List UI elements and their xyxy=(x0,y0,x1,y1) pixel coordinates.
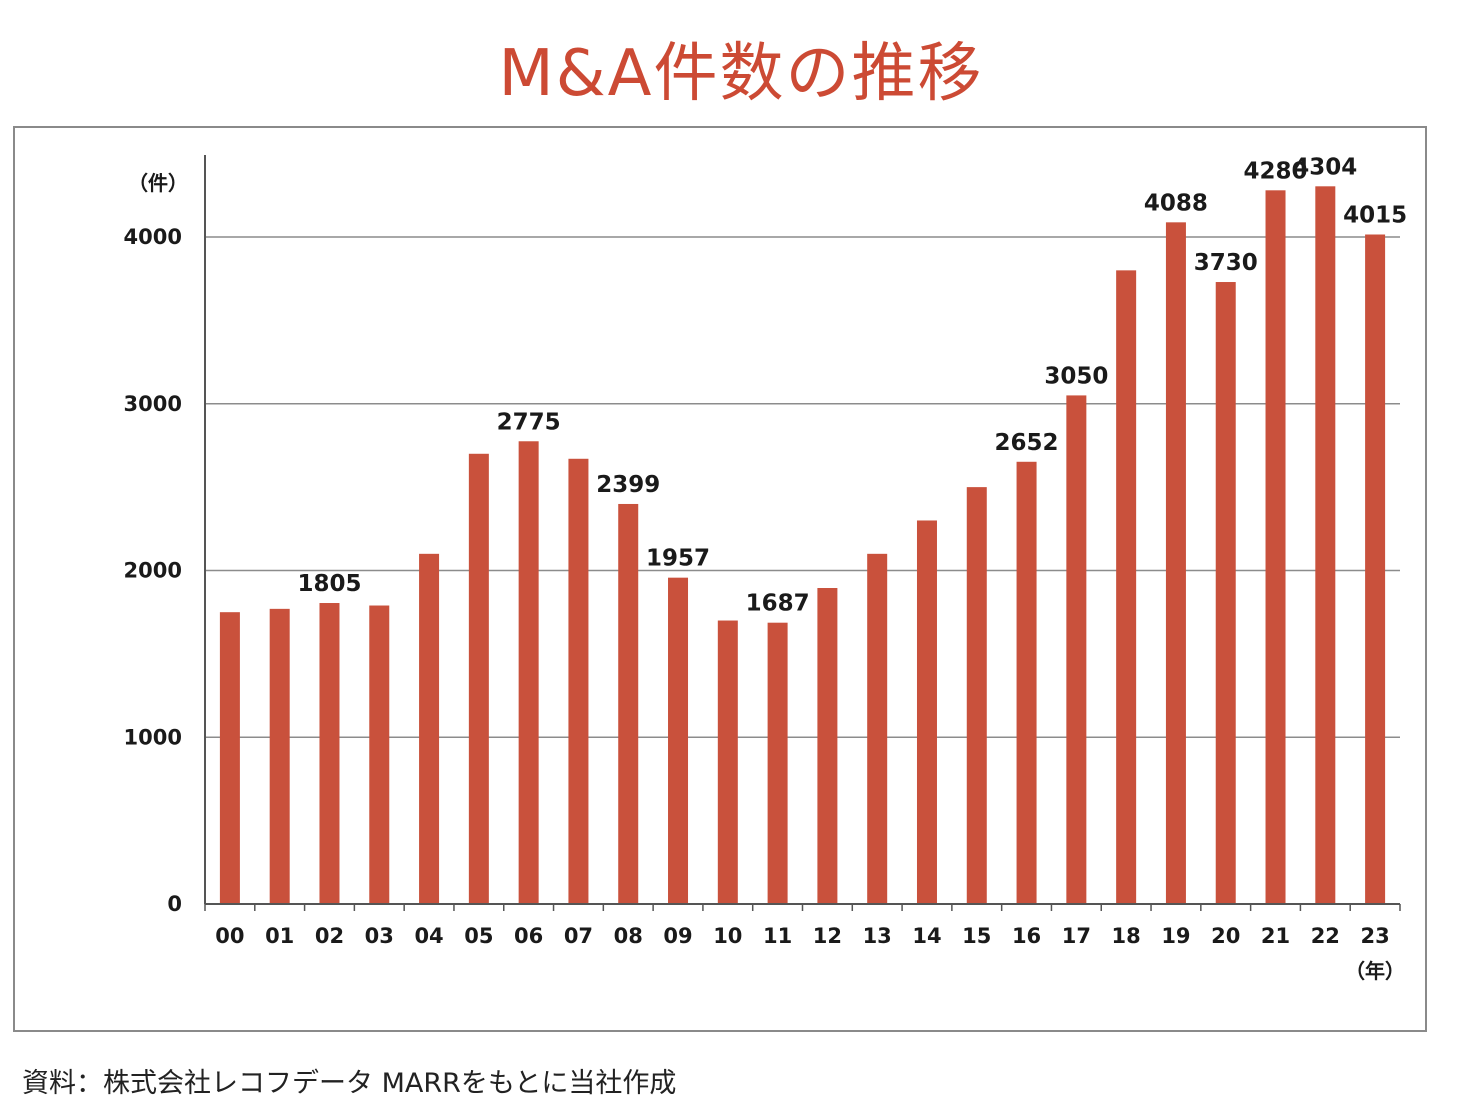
data-label-23: 4015 xyxy=(1343,202,1407,228)
bar-01 xyxy=(269,608,290,904)
y-tick-label: 3000 xyxy=(124,392,182,416)
bar-23 xyxy=(1365,234,1386,904)
y-tick-label: 1000 xyxy=(124,725,182,749)
x-tick-label: 22 xyxy=(1311,924,1340,948)
data-label-06: 2775 xyxy=(497,409,561,435)
x-axis-unit-label: （年） xyxy=(1345,959,1405,983)
chart-frame: 0 1000 2000 3000 4000 （件） 00 01 1805 02 03 04 05 2775… xyxy=(13,126,1427,1032)
data-label-22: 4304 xyxy=(1293,154,1357,180)
x-tick-label: 12 xyxy=(813,924,842,948)
y-axis-unit-label: （件） xyxy=(128,171,188,195)
bar-10 xyxy=(717,620,738,904)
x-tick-label: 05 xyxy=(464,924,493,948)
chart-title: M&A件数の推移 xyxy=(498,37,984,111)
x-tick-label: 00 xyxy=(215,924,244,948)
y-tick-label: 0 xyxy=(167,892,182,916)
x-tick-label: 10 xyxy=(713,924,742,948)
data-label-11: 1687 xyxy=(746,591,810,617)
bar-04 xyxy=(419,553,440,904)
bar-15 xyxy=(966,487,987,904)
x-tick-label: 18 xyxy=(1112,924,1141,948)
y-tick-label: 4000 xyxy=(124,225,182,249)
bar-20 xyxy=(1215,282,1236,904)
bar-17 xyxy=(1066,395,1087,904)
x-tick-label: 06 xyxy=(514,924,543,948)
x-tick-label: 03 xyxy=(365,924,394,948)
bar-chart: 0 1000 2000 3000 4000 （件） 00 01 1805 02 03 04 05 2775… xyxy=(124,154,1408,983)
x-tick-label: 11 xyxy=(763,924,792,948)
data-label-21: 4280 xyxy=(1244,158,1308,184)
data-label-02: 1805 xyxy=(297,571,361,597)
x-tick-label: 17 xyxy=(1062,924,1091,948)
bar-18 xyxy=(1116,270,1137,905)
data-label-08: 2399 xyxy=(596,472,660,498)
x-tick-label: 01 xyxy=(265,924,294,948)
bar-07 xyxy=(568,458,589,904)
x-tick-label: 13 xyxy=(863,924,892,948)
x-tick-label: 04 xyxy=(414,924,443,948)
x-tick-label: 07 xyxy=(564,924,593,948)
y-tick-label: 2000 xyxy=(124,559,182,583)
bar-06 xyxy=(518,441,539,904)
x-tick-label: 16 xyxy=(1012,924,1041,948)
bar-03 xyxy=(369,605,390,904)
bar-08 xyxy=(618,503,639,904)
bar-02 xyxy=(319,603,340,904)
bar-22 xyxy=(1315,186,1336,905)
data-label-17: 3050 xyxy=(1044,363,1108,389)
bar-14 xyxy=(916,520,937,904)
x-tick-label: 02 xyxy=(315,924,344,948)
x-tick-label: 09 xyxy=(663,924,692,948)
data-label-20: 3730 xyxy=(1194,250,1258,276)
x-tick-label: 14 xyxy=(912,924,941,948)
data-label-19: 4088 xyxy=(1144,190,1208,216)
x-tick-label: 23 xyxy=(1360,924,1389,948)
bar-09 xyxy=(668,577,689,904)
x-tick-label: 20 xyxy=(1211,924,1240,948)
bar-21 xyxy=(1265,190,1286,904)
bar-13 xyxy=(867,553,888,904)
bar-00 xyxy=(219,612,240,904)
bar-19 xyxy=(1165,222,1186,904)
data-label-09: 1957 xyxy=(646,546,710,572)
bar-05 xyxy=(468,453,489,904)
x-tick-label: 08 xyxy=(614,924,643,948)
data-label-16: 2652 xyxy=(995,430,1059,456)
bar-16 xyxy=(1016,461,1037,904)
x-tick-label: 21 xyxy=(1261,924,1290,948)
x-tick-label: 15 xyxy=(962,924,991,948)
x-tick-label: 19 xyxy=(1161,924,1190,948)
bar-12 xyxy=(817,588,838,904)
source-note: 資料：株式会社レコフデータ MARRをもとに当社作成 xyxy=(22,1068,677,1099)
bar-11 xyxy=(767,622,788,904)
